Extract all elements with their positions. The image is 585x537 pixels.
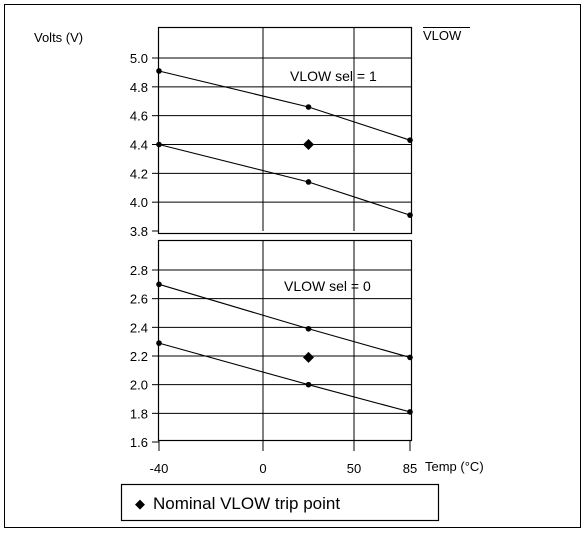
y-tick-label: 2.8 xyxy=(130,263,148,278)
plot-layer: 5.0 4.8 4.6 4.4 4.2 4.0 3.8 2.8 2.6 2.4 2.2 2.0 1.8 1… xyxy=(130,28,413,451)
series-line xyxy=(158,342,411,413)
data-point xyxy=(407,137,413,143)
data-point xyxy=(305,104,312,110)
y-tick-label: 2.2 xyxy=(130,349,148,364)
series-line xyxy=(158,143,411,216)
nominal-trip-point-marker xyxy=(303,139,314,150)
y-tick-label: 3.8 xyxy=(130,224,148,239)
data-point xyxy=(305,179,312,185)
y-tick-label: 4.4 xyxy=(130,138,148,153)
vlow-overline-label: VLOW xyxy=(423,28,462,43)
x-tick-label: -40 xyxy=(150,461,169,476)
legend-diamond-icon: ◆ xyxy=(135,496,145,511)
y-tick-label: 4.6 xyxy=(130,109,148,124)
y-tick-label: 2.6 xyxy=(130,292,148,307)
data-point xyxy=(156,281,162,288)
y-axis-label: Volts (V) xyxy=(34,30,83,45)
data-point xyxy=(407,354,413,361)
y-tick-label: 4.0 xyxy=(130,195,148,210)
panel-top-annotation: VLOW sel = 1 xyxy=(290,68,377,84)
legend-label: Nominal VLOW trip point xyxy=(153,494,340,513)
y-tick-label: 4.8 xyxy=(130,80,148,95)
y-tick-label: 2.4 xyxy=(130,320,148,335)
series-line xyxy=(158,283,411,358)
data-point xyxy=(407,212,413,218)
x-tick-label: 0 xyxy=(259,461,266,476)
data-point xyxy=(156,340,162,346)
y-tick-label: 1.8 xyxy=(130,406,148,421)
panel-bottom-annotation: VLOW sel = 0 xyxy=(284,278,371,294)
y-tick-label: 1.6 xyxy=(130,435,148,450)
x-tick-label: 85 xyxy=(403,461,417,476)
data-point xyxy=(156,68,162,74)
data-point xyxy=(156,141,162,148)
legend-box xyxy=(120,483,440,522)
figure-border xyxy=(4,4,581,528)
y-tick-label: 2.0 xyxy=(130,378,148,393)
nominal-trip-point-marker xyxy=(303,351,314,363)
y-tick-label: 4.2 xyxy=(130,166,148,181)
data-point xyxy=(305,325,312,332)
panel-top-frame xyxy=(157,26,413,235)
y-tick-label: 5.0 xyxy=(130,51,148,66)
x-axis-label: Temp (°C) xyxy=(425,459,484,474)
data-point xyxy=(407,409,413,415)
x-tick-label: 50 xyxy=(347,461,361,476)
data-point xyxy=(305,381,312,388)
